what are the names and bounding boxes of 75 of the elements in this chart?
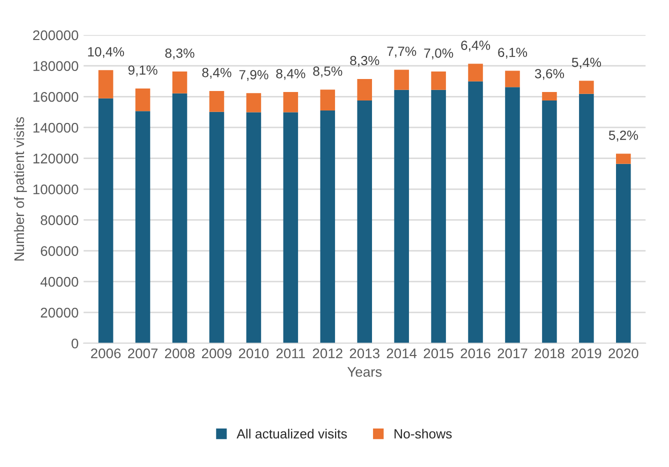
bar <box>468 64 483 82</box>
y-tick-label: 140000 <box>33 122 78 133</box>
x-tick-label: 2008 <box>165 348 195 358</box>
annotation: 8,5% <box>313 66 342 78</box>
bar <box>135 111 150 344</box>
y-tick-label: 160000 <box>33 92 78 102</box>
bar <box>172 72 188 94</box>
legend-label: No-shows <box>394 428 452 439</box>
bar <box>579 94 594 344</box>
legend-label: All actualized visits <box>236 428 347 439</box>
bar <box>209 112 224 344</box>
bar <box>209 90 224 112</box>
bar <box>357 78 372 101</box>
y-tick-label: 20000 <box>40 308 78 318</box>
bar <box>320 90 336 111</box>
annotation: 8,3% <box>165 48 194 60</box>
bar <box>394 90 409 344</box>
y-tick-label: 0 <box>72 338 78 348</box>
x-tick-label: 2006 <box>91 348 121 358</box>
bar <box>431 90 446 344</box>
x-tick-label: 2015 <box>424 348 454 358</box>
bar <box>616 154 631 164</box>
bar <box>468 81 483 344</box>
annotation: 10,4% <box>88 47 124 58</box>
annotation: 7,0% <box>424 48 454 60</box>
annotation: 7,9% <box>239 70 268 81</box>
x-tick-label: 2018 <box>534 348 564 358</box>
annotation: 9,1% <box>128 65 158 76</box>
annotation: 5,4% <box>572 58 601 69</box>
annotation: 6,4% <box>461 40 490 52</box>
y-tick-label: 200000 <box>33 30 78 40</box>
annotation: 8,4% <box>276 68 306 80</box>
bar <box>320 110 336 344</box>
x-tick-label: 2017 <box>498 348 528 358</box>
bar <box>98 98 114 344</box>
annotation: 7,7% <box>387 46 416 58</box>
bar <box>505 87 520 344</box>
annotation: 3,6% <box>534 68 564 80</box>
x-tick-label: 2010 <box>238 348 269 358</box>
x-tick-label: 2012 <box>312 348 342 358</box>
bar <box>357 100 372 344</box>
bar <box>246 112 262 344</box>
bar <box>98 70 114 98</box>
bar <box>246 93 262 112</box>
x-tick-label: 2007 <box>128 348 158 358</box>
y-axis-title: Number of patient visits <box>14 117 27 261</box>
annotation: 8,3% <box>350 56 380 67</box>
bar <box>135 88 150 112</box>
x-tick-label: 2009 <box>202 348 232 358</box>
y-tick-label: 100000 <box>33 184 78 194</box>
y-tick-label: 180000 <box>33 61 78 72</box>
y-tick-label: 40000 <box>40 276 78 287</box>
bar <box>172 93 188 344</box>
annotation: 5,2% <box>608 130 638 142</box>
bar <box>542 100 557 344</box>
annotation: 6,1% <box>498 48 528 59</box>
x-tick-label: 2020 <box>608 348 638 358</box>
bar <box>283 112 298 344</box>
bar <box>616 164 631 344</box>
x-tick-label: 2011 <box>276 348 305 358</box>
x-axis-title: Years <box>347 367 382 377</box>
x-tick-label: 2013 <box>350 348 380 358</box>
bar <box>505 70 520 88</box>
x-tick-label: 2014 <box>386 348 417 358</box>
y-tick-label: 80000 <box>40 215 78 226</box>
bar <box>542 92 557 101</box>
y-tick-label: 120000 <box>33 154 78 164</box>
bar <box>431 72 446 90</box>
annotation: 8,4% <box>202 68 232 79</box>
x-tick-label: 2019 <box>572 348 602 358</box>
x-tick-label: 2016 <box>460 348 490 358</box>
bar <box>394 70 409 90</box>
bar <box>579 80 594 94</box>
bar <box>283 92 298 112</box>
y-tick-label: 60000 <box>40 246 78 256</box>
